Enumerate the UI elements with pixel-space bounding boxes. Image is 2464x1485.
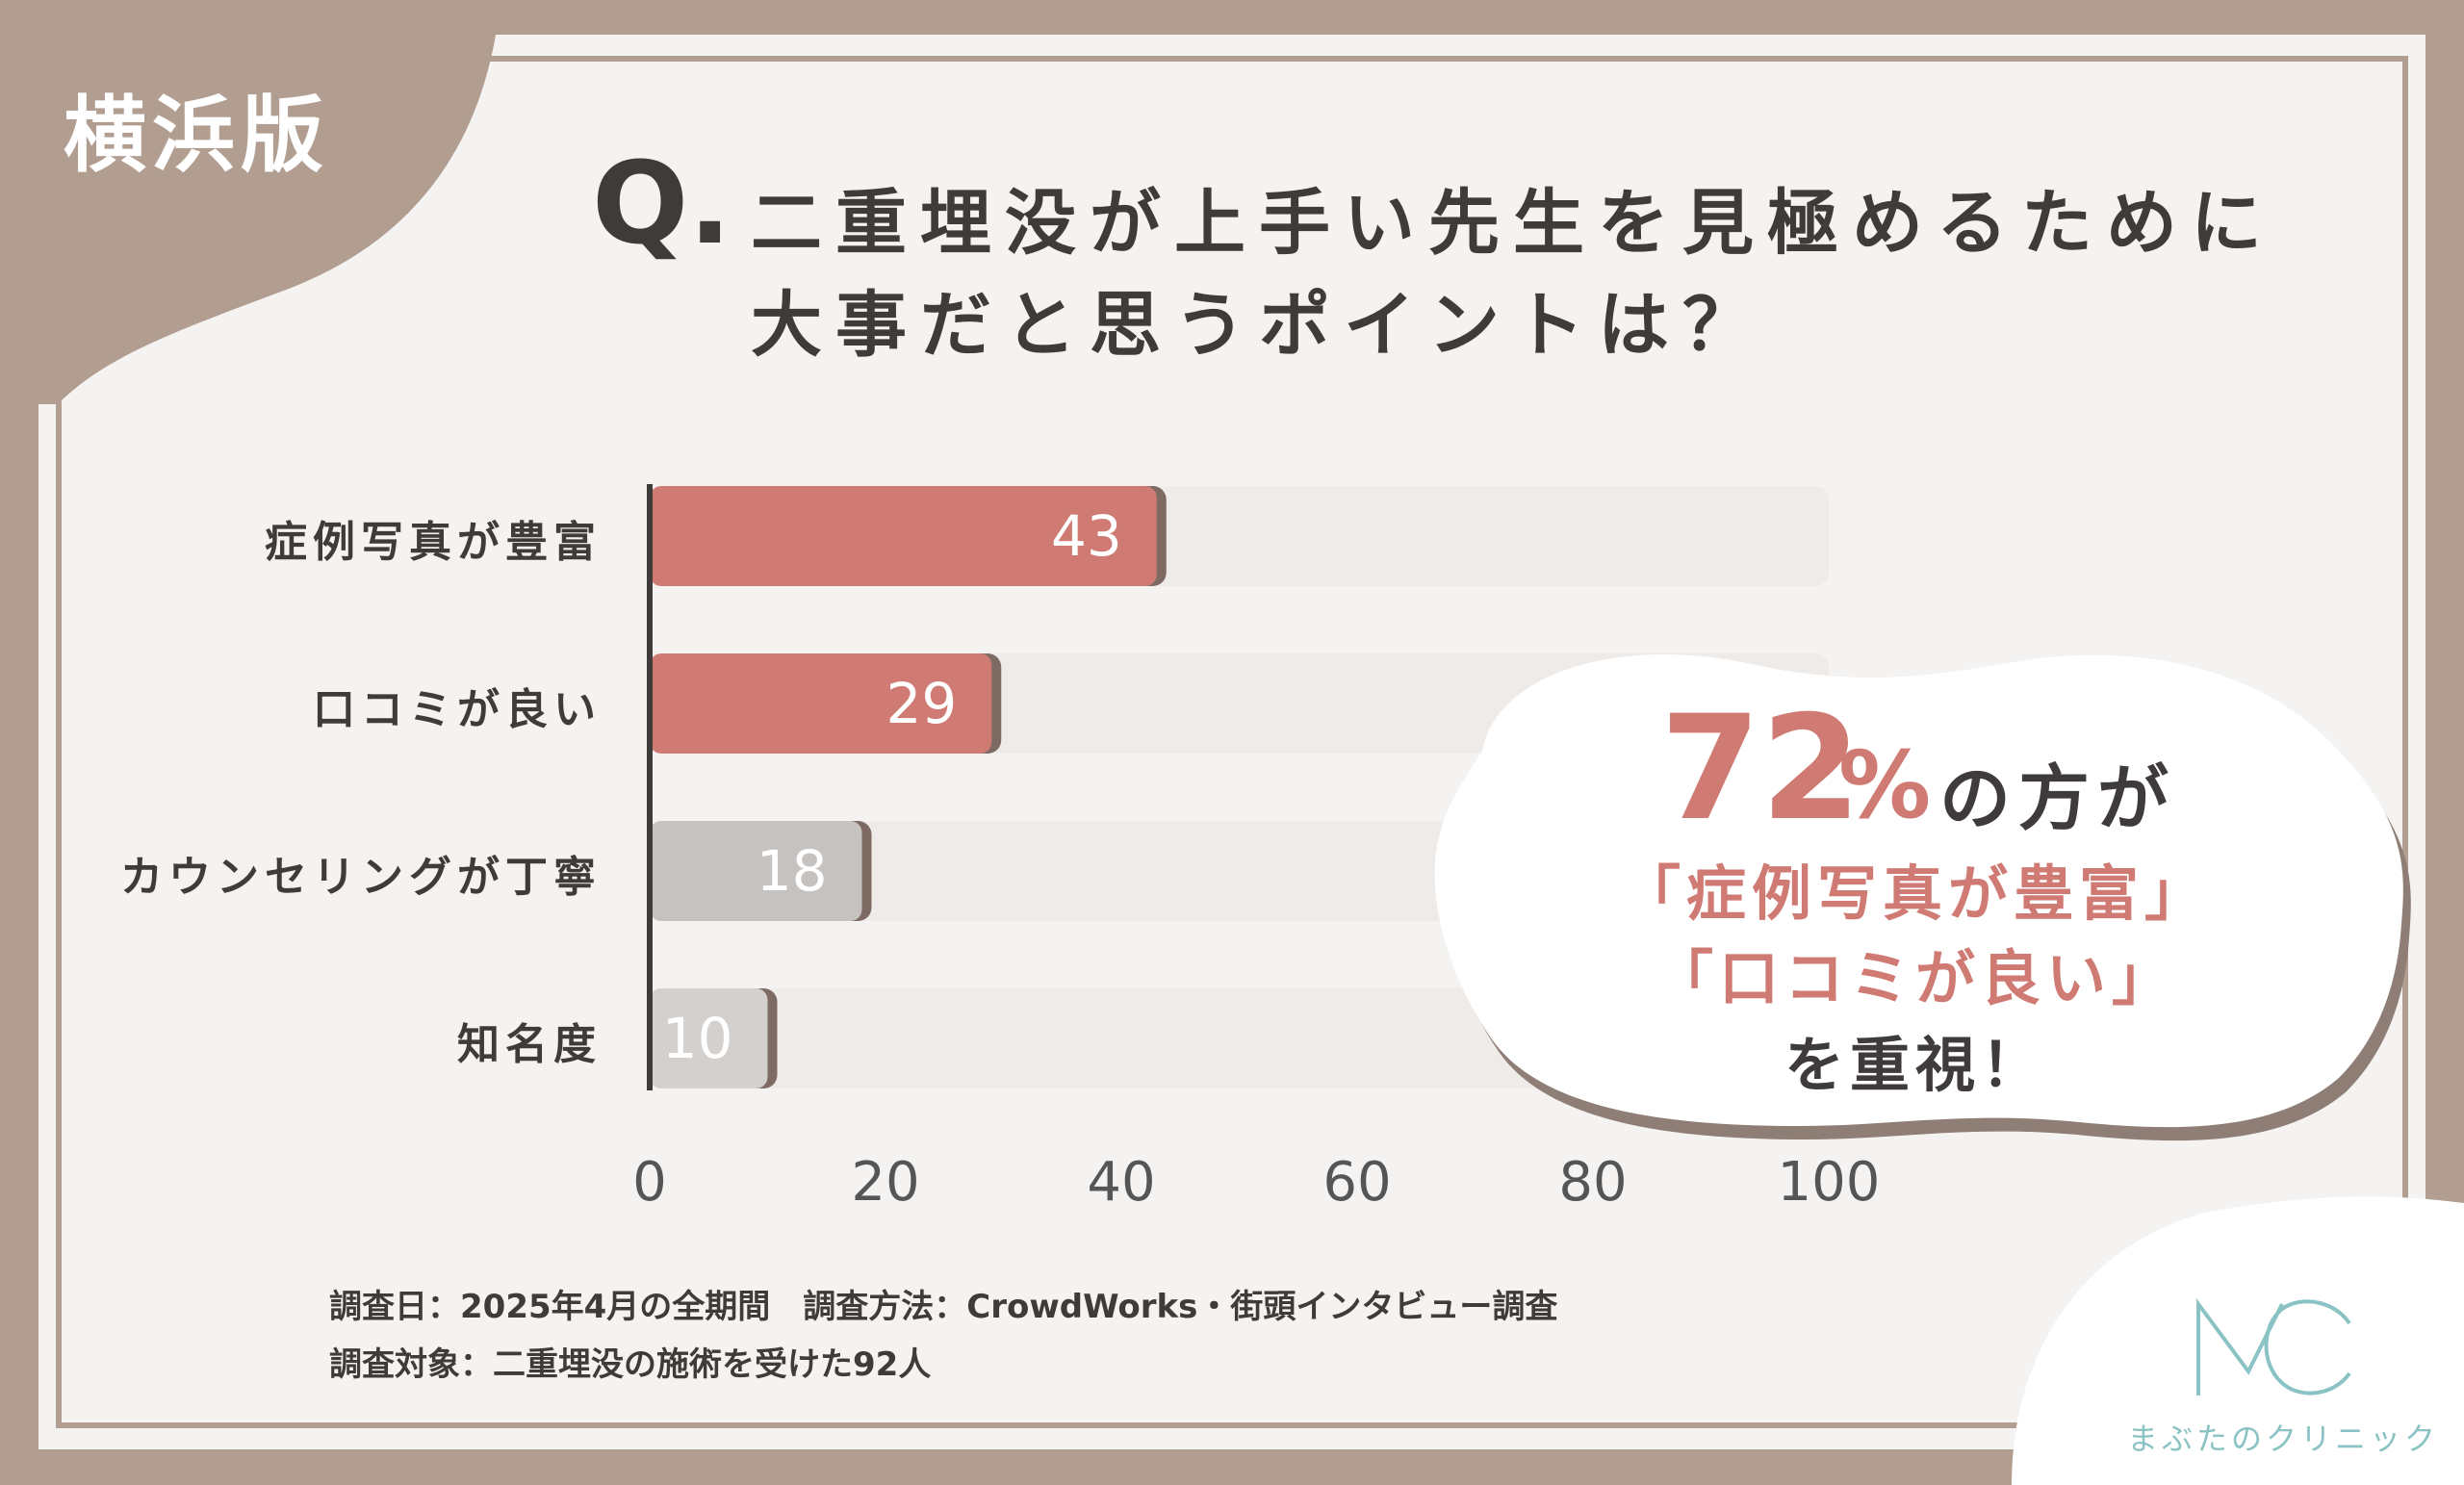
logo-mark-icon (2196, 1297, 2351, 1395)
bar (650, 486, 1157, 586)
question-line-2: 大事だと思うポイントは？ (751, 284, 1767, 367)
category-label: 知名度 (457, 1020, 602, 1069)
survey-footnote-2: 調査対象：二重埋没の施術を受けた92人 (329, 1345, 932, 1384)
callout-percent-sign: % (1838, 731, 1932, 839)
bar-value-label: 43 (1050, 503, 1122, 569)
edition-label: 横浜版 (64, 88, 329, 184)
survey-footnote-1: 調査日：2025年4月の全期間 調査方法：CrowdWorks・街頭インタビュー… (329, 1288, 1558, 1326)
x-tick-label: 100 (1777, 1151, 1881, 1214)
category-label: 症例写真が豊富 (265, 518, 602, 567)
callout-line-1-text: の方が (1939, 757, 2176, 840)
bar-value-label: 10 (661, 1006, 733, 1071)
question-line-1: 二重埋没が上手い先生を見極めるために (751, 182, 2275, 265)
category-label: 口コミが良い (313, 685, 602, 734)
bar (650, 653, 992, 754)
bar-value-label: 18 (756, 838, 828, 904)
x-tick-label: 40 (1087, 1151, 1156, 1214)
bar (650, 988, 768, 1088)
clinic-logo-name: まぶたのクリニック (2127, 1421, 2440, 1457)
question-mark-label: Q. (592, 137, 732, 269)
bar-value-label: 29 (886, 671, 958, 736)
inner-border (56, 56, 2408, 1428)
corner-label-shape (0, 0, 500, 404)
callout-line-4: を重視！ (1784, 1030, 2046, 1100)
x-tick-label: 60 (1322, 1151, 1392, 1214)
bar (650, 821, 862, 921)
callout-percent-value: 72 (1660, 685, 1861, 853)
x-tick-label: 20 (851, 1151, 920, 1214)
x-tick-label: 0 (632, 1151, 667, 1214)
x-tick-label: 80 (1558, 1151, 1628, 1214)
category-label: カウンセリングが丁寧 (120, 853, 602, 902)
callout-line-3: 「口コミが良い」 (1653, 943, 2177, 1013)
callout-line-2: 「症例写真が豊富」 (1620, 858, 2210, 929)
